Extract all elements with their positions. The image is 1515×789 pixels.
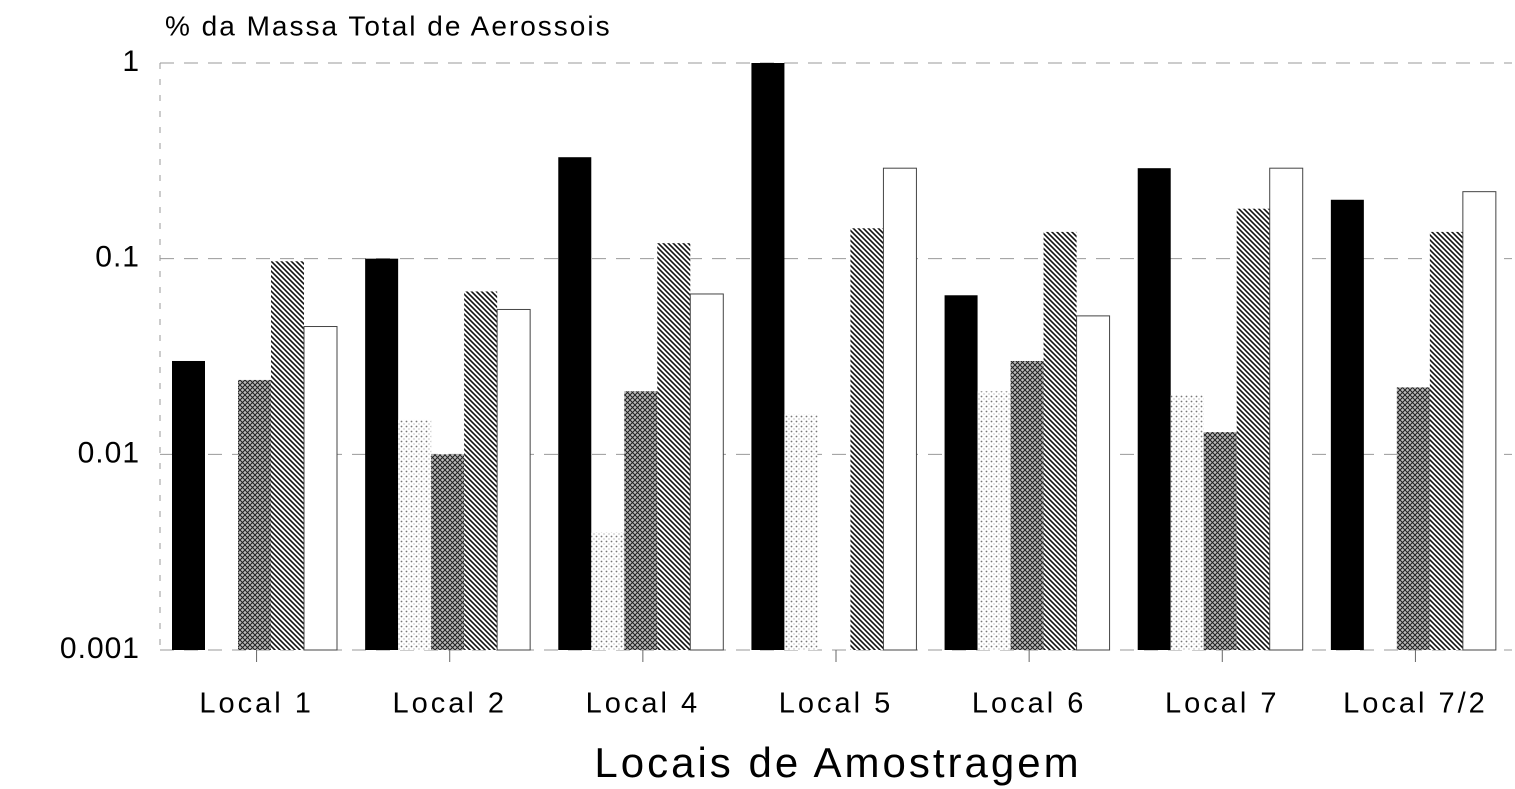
bar: [1170, 395, 1204, 650]
bar: [689, 293, 724, 651]
y-tick-label: 0.01: [78, 436, 140, 469]
bar: [591, 532, 625, 650]
bar: [1429, 231, 1463, 650]
bar: [431, 454, 465, 650]
x-tick-label: Local 2: [392, 688, 507, 720]
bar: [1203, 432, 1237, 650]
bar: [1137, 168, 1171, 650]
bar: [496, 308, 531, 651]
bar: [172, 360, 205, 650]
bar: [271, 261, 304, 650]
bar: [657, 243, 691, 651]
x-tick-label: Local 4: [586, 688, 701, 720]
bar: [882, 167, 917, 651]
bar: [238, 379, 271, 650]
y-axis-title: % da Massa Total de Aerossois: [165, 10, 612, 41]
bar: [1076, 315, 1111, 651]
bar: [1462, 191, 1497, 651]
x-tick-label: Local 7: [1165, 688, 1280, 720]
bar: [944, 295, 978, 650]
bar: [464, 291, 498, 650]
bar: [850, 228, 884, 650]
bar: [1330, 199, 1364, 650]
y-tick-label: 0.001: [60, 632, 140, 665]
x-tick-label: Local 1: [199, 688, 314, 720]
y-tick-label: 1: [122, 45, 140, 78]
bar: [303, 326, 338, 651]
bar: [1269, 167, 1304, 651]
bar: [1236, 208, 1270, 650]
x-axis-title: Locais de Amostragem: [594, 739, 1081, 786]
y-tick-label: 0.1: [95, 241, 140, 274]
bar: [784, 414, 818, 650]
bar: [398, 419, 432, 650]
bar: [1043, 231, 1077, 650]
bar: [624, 391, 658, 650]
x-tick-label: Local 5: [779, 688, 894, 720]
x-tick-label: Local 6: [972, 688, 1087, 720]
bar: [1396, 387, 1430, 650]
bar: [977, 391, 1011, 650]
bar: [365, 258, 399, 650]
x-tick-label: Local 7/2: [1343, 688, 1488, 720]
bar: [1010, 360, 1044, 650]
bar: [751, 63, 785, 650]
bar: [558, 157, 592, 651]
